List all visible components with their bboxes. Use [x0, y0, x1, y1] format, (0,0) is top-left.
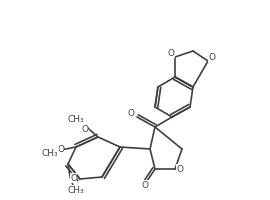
Text: O: O: [127, 109, 134, 118]
Text: O: O: [141, 181, 149, 190]
Text: CH₃: CH₃: [42, 149, 58, 158]
Text: O: O: [208, 53, 215, 62]
Text: O: O: [81, 125, 88, 134]
Text: CH₃: CH₃: [68, 186, 84, 195]
Text: O: O: [70, 174, 77, 183]
Text: O: O: [177, 165, 184, 174]
Text: O: O: [57, 145, 64, 154]
Text: O: O: [167, 49, 174, 58]
Text: CH₃: CH₃: [68, 115, 84, 124]
